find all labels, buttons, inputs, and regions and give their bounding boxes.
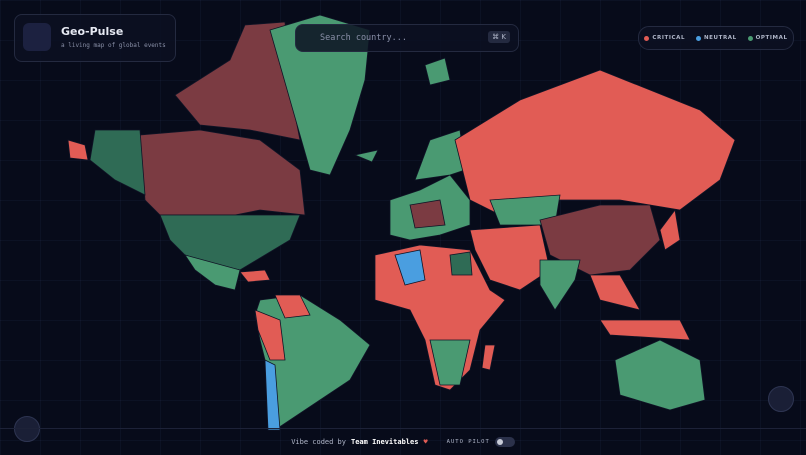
autopilot-toggle[interactable] [494, 437, 515, 447]
app-subtitle: a living map of global events [61, 42, 166, 49]
legend-label: OPTIMAL [755, 35, 788, 41]
legend-label: NEUTRAL [703, 35, 737, 41]
legend-item: OPTIMAL [747, 35, 788, 41]
app-title: Geo-Pulse [61, 25, 124, 38]
credit: Vibe coded by [291, 438, 346, 446]
legend: CRITICAL NEUTRAL OPTIMAL [638, 26, 794, 50]
heart-icon: ♥ [423, 438, 428, 446]
layers-button[interactable] [14, 416, 40, 442]
logo [23, 23, 51, 51]
legend-item: NEUTRAL [695, 35, 737, 41]
brand-panel: Geo-Pulse a living map of global events [14, 14, 176, 62]
search-shortcut: ⌘ K [488, 31, 510, 43]
search-box[interactable]: Search country... ⌘ K [295, 24, 519, 52]
footer: Vibe coded by Team Inevitables ♥ AUTO PI… [0, 428, 806, 455]
autopilot-label: AUTO PILOT [446, 439, 490, 445]
search-placeholder[interactable]: Search country... [320, 33, 407, 43]
legend-item: CRITICAL [644, 35, 685, 41]
home-button[interactable] [768, 386, 794, 412]
team-name: Team Inevitables [351, 438, 419, 446]
legend-label: CRITICAL [652, 35, 686, 41]
